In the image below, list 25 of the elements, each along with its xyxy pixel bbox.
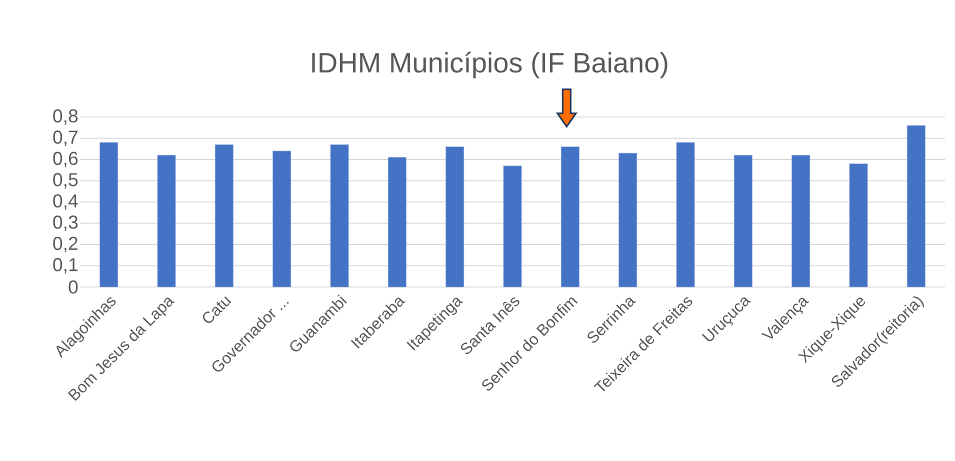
y-tick-label: 0,1 (53, 258, 78, 274)
bar (330, 144, 349, 288)
bar (503, 166, 522, 288)
bar (560, 146, 580, 288)
bar (214, 144, 234, 288)
bar (388, 157, 406, 288)
y-tick-label: 0,7 (53, 130, 78, 146)
y-tick-label: 0,8 (53, 109, 78, 125)
bar (849, 163, 868, 288)
bar (734, 154, 752, 288)
y-tick-label: 0,5 (53, 173, 78, 188)
bar (906, 125, 926, 288)
bar (676, 142, 695, 288)
y-tick-label: 0,6 (53, 152, 78, 168)
bar (446, 146, 464, 288)
y-tick-label: 0 (68, 280, 78, 294)
bar (157, 154, 176, 288)
y-tick-label: 0,3 (53, 216, 78, 231)
y-tick-label: 0,2 (53, 236, 78, 252)
bar (100, 142, 118, 288)
bar (792, 154, 810, 288)
y-tick-label: 0,4 (53, 194, 78, 210)
bar (272, 150, 292, 288)
chart-title: IDHM Municípios (IF Baiano) (312, 52, 668, 78)
bar (618, 152, 638, 288)
